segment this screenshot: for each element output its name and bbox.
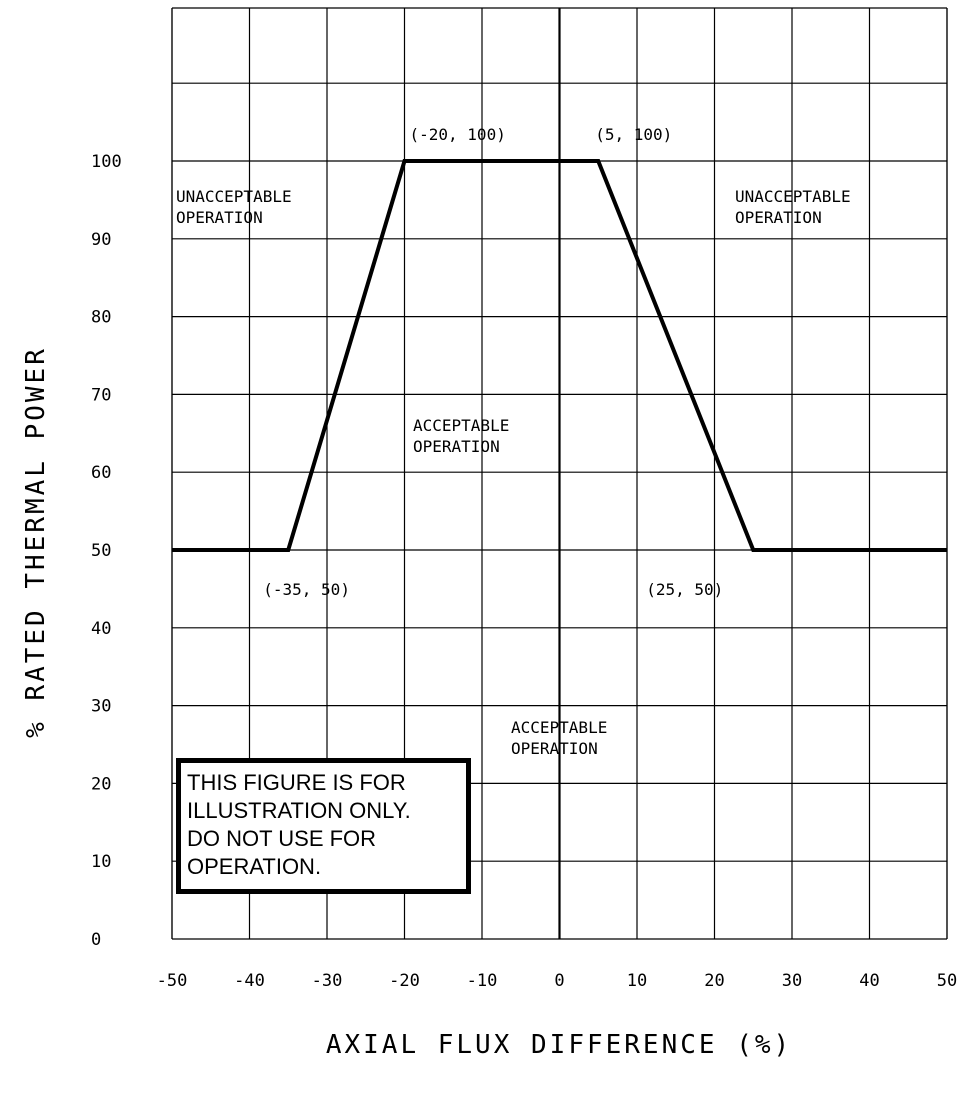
x-tick-label: 40 [859,971,879,991]
x-tick-label: 20 [704,971,724,991]
limit-curve [172,159,947,552]
y-tick-label: 20 [91,774,111,794]
region-label: OPERATION [511,739,598,758]
x-tick-labels: -50 -40 -30 -20 -10 0 10 20 30 40 50 [157,971,958,991]
x-tick-label: 50 [937,971,957,991]
region-labels: UNACCEPTABLE OPERATION UNACCEPTABLE OPERATI… [176,187,851,758]
y-tick-label: 60 [91,463,111,483]
point-label: (5, 100) [595,125,672,144]
grid [171,7,948,940]
x-tick-label: 30 [782,971,802,991]
y-tick-label: 0 [91,930,101,950]
x-tick-label: -20 [389,971,420,991]
y-tick-labels: 0 10 20 30 40 50 60 70 80 90 100 [91,152,122,950]
y-tick-label: 100 [91,152,122,172]
region-label: OPERATION [735,208,822,227]
region-label: ACCEPTABLE [413,416,509,435]
notice-line-1: THIS FIGURE IS FOR [187,770,406,795]
point-label: (-20, 100) [410,125,506,144]
y-tick-label: 50 [91,541,111,561]
y-axis-title: % RATED THERMAL POWER [21,346,51,738]
point-labels: (-35, 50) (-20, 100) (5, 100) (25, 50) [263,125,723,599]
region-label: OPERATION [413,437,500,456]
x-tick-label: -40 [234,971,265,991]
point-label: (-35, 50) [263,580,350,599]
notice-line-2: ILLUSTRATION ONLY. [187,798,411,823]
y-tick-label: 40 [91,619,111,639]
region-label: OPERATION [176,208,263,227]
x-tick-label: -30 [312,971,343,991]
y-tick-label: 10 [91,852,111,872]
region-label: UNACCEPTABLE [735,187,851,206]
x-tick-label: -10 [467,971,498,991]
limit-curve-layer [172,159,947,552]
region-label: UNACCEPTABLE [176,187,292,206]
x-tick-label: 0 [554,971,564,991]
notice-line-4: OPERATION. [187,854,322,879]
notice-line-3: DO NOT USE FOR [187,826,377,851]
region-label: ACCEPTABLE [511,718,607,737]
illustration-notice: THIS FIGURE IS FOR ILLUSTRATION ONLY. DO… [176,758,471,894]
x-tick-label: 10 [627,971,647,991]
point-label: (25, 50) [646,580,723,599]
x-tick-label: -50 [157,971,188,991]
y-tick-label: 70 [91,385,111,405]
y-tick-label: 30 [91,697,111,717]
x-axis-title: AXIAL FLUX DIFFERENCE (%) [326,1030,792,1060]
y-tick-label: 90 [91,230,111,250]
y-tick-label: 80 [91,308,111,328]
